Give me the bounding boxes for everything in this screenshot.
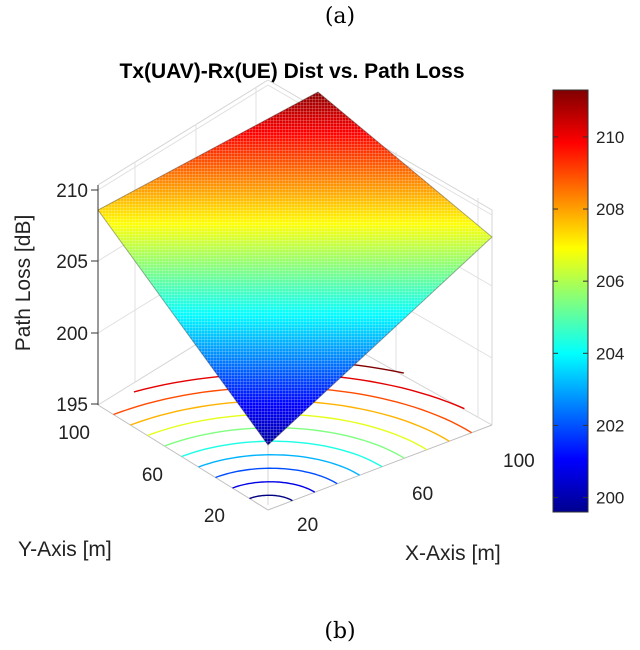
- caption-b: (b): [324, 619, 355, 644]
- colorbar-tick-label: 204: [596, 344, 624, 363]
- contour-line: [164, 427, 405, 459]
- colorbar-tick-label: 210: [596, 128, 624, 147]
- y-tick-label: 60: [142, 465, 163, 486]
- y-axis: 100 60 20 Y-Axis [m]: [18, 423, 225, 561]
- y-axis-label: Y-Axis [m]: [18, 538, 112, 561]
- z-tick-label: 205: [56, 252, 88, 273]
- y-tick-label: 20: [204, 506, 225, 527]
- contour-line: [232, 481, 316, 493]
- x-tick-label: 20: [297, 515, 318, 536]
- chart-title: Tx(UAV)-Rx(UE) Dist vs. Path Loss: [120, 60, 465, 83]
- contour-line: [181, 440, 383, 468]
- contour-line: [198, 453, 360, 476]
- z-tick-label: 195: [56, 395, 88, 416]
- colorbar-gradient: [552, 89, 589, 513]
- y-tick-label: 100: [58, 423, 90, 444]
- colorbar-tick-label: 208: [596, 200, 624, 219]
- z-axis-label: Path Loss [dB]: [12, 215, 35, 352]
- floor-outline: [97, 404, 493, 511]
- colorbar: 200 202 204 206 208 210: [552, 89, 624, 513]
- z-tick-label: 210: [56, 181, 88, 202]
- colorbar-ticks: 200 202 204 206 208 210: [553, 128, 624, 508]
- colorbar-tick-label: 200: [596, 489, 624, 508]
- contour-line: [249, 494, 293, 502]
- caption-a: (a): [325, 4, 355, 29]
- colorbar-tick-label: 202: [596, 416, 624, 435]
- contour-line: [215, 467, 338, 485]
- z-axis: 210 205 200 195 Path Loss [dB]: [12, 181, 99, 416]
- x-axis-label: X-Axis [m]: [405, 542, 501, 565]
- x-tick-label: 60: [412, 484, 433, 505]
- z-tick-label: 200: [56, 324, 88, 345]
- x-axis: 20 60 100 X-Axis [m]: [297, 451, 535, 565]
- x-tick-label: 100: [503, 451, 535, 472]
- colorbar-tick-label: 206: [596, 272, 624, 291]
